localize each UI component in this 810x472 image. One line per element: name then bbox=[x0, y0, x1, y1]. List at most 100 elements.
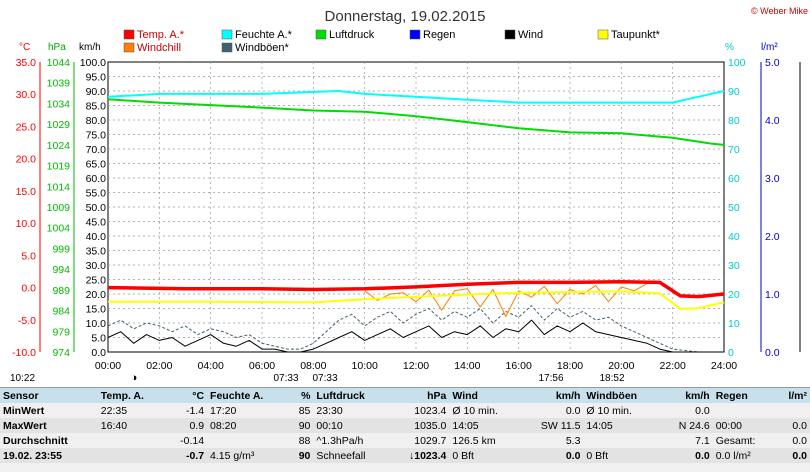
temp-tick-label: 15.0 bbox=[16, 186, 37, 198]
stats-header-cell: Sensor bbox=[0, 388, 98, 403]
stats-cell: 0.0 bbox=[565, 404, 581, 417]
press-tick-label: 974 bbox=[52, 347, 70, 359]
hum-axis-title: % bbox=[725, 42, 734, 53]
wind-tick-label: 5.0 bbox=[91, 333, 106, 345]
stats-cell: Schneefall bbox=[313, 448, 390, 463]
stats-cell: 4.15 g/m³ bbox=[207, 448, 289, 463]
weather-chart: Donnerstag, 19.02.2015 © Weber Mike Temp… bbox=[10, 6, 808, 384]
legend-swatch-5 bbox=[597, 29, 609, 40]
stats-cell bbox=[776, 403, 810, 418]
stats-row: Durchschnitt -0.14 88 ^1.3hPa/h 1029.7 126.5 … bbox=[0, 433, 810, 448]
stats-cell: -1.4 bbox=[185, 404, 205, 417]
stats-cell bbox=[713, 403, 776, 418]
stats-cell: 1035.0 bbox=[389, 418, 450, 433]
wind-tick-label: 45.0 bbox=[86, 217, 107, 229]
stats-cell: 1029.7 bbox=[414, 434, 447, 447]
press-tick-label: 984 bbox=[52, 306, 70, 318]
wind-tick-label: 0.0 bbox=[91, 347, 106, 359]
temp-tick-label: 20.0 bbox=[16, 154, 37, 166]
wind-tick-label: 10.0 bbox=[86, 318, 107, 330]
press-tick-label: 1014 bbox=[47, 181, 71, 193]
legend-swatch-2 bbox=[315, 29, 327, 40]
legend-label-0: Temp. A.* bbox=[137, 29, 185, 41]
wind-tick-label: 35.0 bbox=[86, 246, 107, 258]
wind-tick-label: 30.0 bbox=[86, 260, 107, 272]
legend-swatch-0 bbox=[123, 29, 135, 40]
stats-header-cell: km/h bbox=[661, 388, 713, 403]
stats-cell: ↓1023.4 bbox=[389, 448, 450, 463]
sunset-time-2: 18:52 bbox=[599, 373, 624, 384]
temp-tick-label: 0.0 bbox=[21, 283, 36, 295]
x-axis-ticks: 00:00 02:00 04:00 06:00 08:00 10:00 12:00 14:00… bbox=[95, 360, 737, 372]
chart-legend: Temp. A.* Feuchte A.* Luftdruck Regen Wind Ta… bbox=[123, 29, 661, 54]
stats-cell: ^1.3hPa/h bbox=[316, 434, 364, 447]
credit-text: © Weber Mike bbox=[751, 6, 808, 16]
series-windböen-line bbox=[107, 305, 724, 353]
time-markers: ◑ 07:33 07:33 17:56 18:52 10:22 bbox=[10, 372, 625, 384]
series-temp-a-line bbox=[107, 280, 725, 299]
wind-tick-label: 25.0 bbox=[86, 275, 107, 287]
stats-cell: 17:20 bbox=[210, 404, 237, 417]
temp-tick-label: 35.0 bbox=[16, 57, 37, 69]
stats-cell: 0.0 bbox=[792, 434, 807, 447]
stats-cell: -0.14 bbox=[180, 434, 205, 447]
stats-header-cell: Wind bbox=[449, 388, 521, 403]
stats-header-cell: km/h bbox=[520, 388, 584, 403]
press-tick-label: 1044 bbox=[47, 57, 71, 69]
stats-cell bbox=[98, 433, 166, 448]
press-tick-label: 1009 bbox=[47, 202, 71, 214]
x-tick-label: 10:00 bbox=[352, 360, 378, 372]
statistics-panel: Sensor Temp. A. °C Feuchte A.% Luftdruck hPa W… bbox=[0, 387, 810, 472]
stats-cell: 85 bbox=[298, 404, 311, 417]
grid-lines bbox=[107, 61, 725, 353]
temp-tick-label: 25.0 bbox=[16, 121, 37, 133]
stats-cell bbox=[97, 448, 166, 463]
x-tick-label: 22:00 bbox=[660, 360, 686, 372]
stats-cell: 7.1 bbox=[695, 434, 710, 447]
stats-cell: Gesamt: bbox=[715, 434, 756, 447]
press-axis-title: hPa bbox=[48, 42, 66, 53]
stats-cell: 0.0 bbox=[775, 418, 810, 433]
legend-label-3: Regen bbox=[423, 29, 455, 41]
x-tick-label: 02:00 bbox=[146, 360, 172, 372]
wind-tick-label: 75.0 bbox=[86, 130, 107, 142]
hum-tick-label: 10 bbox=[728, 318, 740, 330]
stats-cell: 90 bbox=[288, 418, 314, 433]
press-tick-label: 994 bbox=[52, 264, 70, 276]
wind-tick-label: 85.0 bbox=[86, 101, 107, 113]
temp-tick-label: 30.0 bbox=[16, 89, 37, 101]
legend-label-6: Windchill bbox=[137, 42, 181, 54]
x-tick-label: 24:00 bbox=[711, 360, 737, 372]
series-luftdruckline bbox=[107, 98, 725, 146]
wind-tick-label: 40.0 bbox=[86, 231, 107, 243]
stats-row-label: MinWert bbox=[3, 404, 45, 417]
stats-cell bbox=[207, 433, 289, 448]
stats-cell: 23:30 bbox=[316, 404, 343, 417]
legend-label-5: Taupunkt* bbox=[611, 29, 661, 41]
legend-swatch-3 bbox=[409, 29, 421, 40]
hum-tick-label: 40 bbox=[728, 231, 740, 243]
rain-tick-label: 1.0 bbox=[765, 289, 780, 301]
stats-cell: 16:40 bbox=[97, 418, 166, 433]
stats-row-label: 19.02. 23:55 bbox=[0, 448, 98, 463]
stats-cell: 0.0 bbox=[775, 448, 810, 463]
statistics-header-row: Sensor Temp. A. °C Feuchte A.% Luftdruck hPa W… bbox=[0, 388, 810, 403]
wind-tick-label: 80.0 bbox=[86, 115, 107, 127]
stats-cell: Ø 10 min. bbox=[586, 404, 632, 417]
stats-header-cell: Feuchte A. bbox=[207, 388, 289, 403]
hum-tick-label: 90 bbox=[728, 86, 740, 98]
wind-tick-label: 60.0 bbox=[86, 173, 107, 185]
legend-label-7: Windböen* bbox=[235, 42, 290, 54]
legend-swatch-6 bbox=[123, 42, 135, 53]
stats-row-label: Durchschnitt bbox=[3, 434, 68, 447]
wind-tick-label: 55.0 bbox=[86, 188, 107, 200]
temp-tick-label: -5.0 bbox=[18, 315, 36, 327]
stats-cell: 00:00 bbox=[712, 418, 776, 433]
wind-tick-label: 15.0 bbox=[86, 304, 107, 316]
stats-header-cell: % bbox=[288, 388, 314, 403]
press-tick-label: 1004 bbox=[47, 223, 71, 235]
wind-tick-label: 100.0 bbox=[80, 57, 106, 69]
hum-tick-label: 50 bbox=[728, 202, 740, 214]
stats-cell: 22:35 bbox=[100, 404, 128, 417]
x-tick-label: 12:00 bbox=[403, 360, 429, 372]
